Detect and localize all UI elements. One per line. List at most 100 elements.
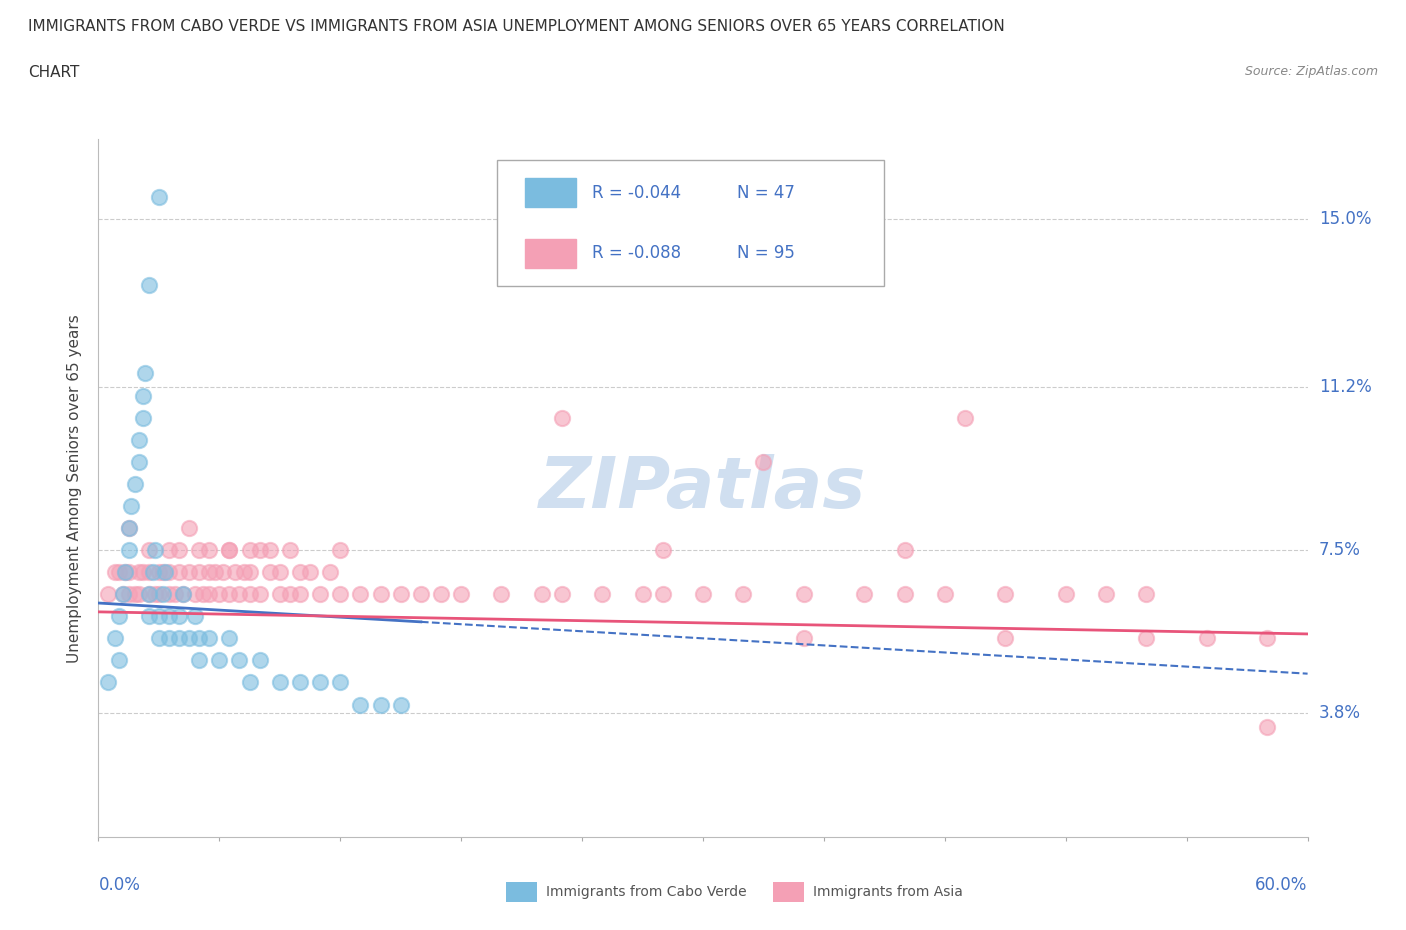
Point [138, 609, 160, 624]
Point [793, 631, 815, 645]
Point [278, 587, 301, 602]
Point [188, 542, 211, 557]
Point [218, 587, 240, 602]
Point [163, 587, 186, 602]
Point [177, 565, 201, 579]
Point [198, 565, 221, 579]
Point [184, 587, 207, 602]
Text: 3.8%: 3.8% [1319, 704, 1361, 723]
Point [97, 675, 120, 690]
Point [193, 587, 215, 602]
Point [893, 587, 915, 602]
Point [167, 542, 190, 557]
Point [138, 587, 160, 602]
Point [114, 565, 136, 579]
Point [288, 565, 311, 579]
Point [651, 587, 673, 602]
Point [249, 587, 271, 602]
Point [138, 542, 160, 557]
Point [111, 587, 134, 602]
Point [128, 587, 150, 602]
Point [299, 565, 322, 579]
Point [269, 587, 291, 602]
Point [157, 565, 180, 579]
Text: 60.0%: 60.0% [1256, 876, 1308, 894]
Point [128, 565, 150, 579]
Point [143, 542, 166, 557]
Point [188, 565, 211, 579]
Point [288, 675, 311, 690]
Point [239, 565, 262, 579]
Point [232, 565, 254, 579]
Point [349, 698, 371, 712]
Point [124, 476, 146, 491]
Point [551, 587, 574, 602]
Point [651, 542, 673, 557]
Point [157, 587, 180, 602]
Text: N = 95: N = 95 [737, 245, 794, 262]
Point [132, 388, 155, 403]
Point [157, 631, 180, 645]
Point [1095, 587, 1118, 602]
Point [153, 565, 176, 579]
Point [1135, 587, 1157, 602]
Point [148, 587, 170, 602]
Point [591, 587, 613, 602]
Point [188, 631, 211, 645]
Point [198, 587, 221, 602]
Point [994, 587, 1017, 602]
FancyBboxPatch shape [526, 178, 576, 207]
Point [239, 587, 262, 602]
Point [124, 587, 146, 602]
Text: Immigrants from Cabo Verde: Immigrants from Cabo Verde [546, 884, 747, 899]
Point [551, 410, 574, 425]
Point [148, 609, 170, 624]
Point [249, 542, 271, 557]
Point [148, 631, 170, 645]
Point [239, 542, 262, 557]
Point [107, 609, 129, 624]
Point [138, 587, 160, 602]
Point [107, 565, 129, 579]
FancyBboxPatch shape [498, 161, 884, 286]
Point [793, 587, 815, 602]
Point [107, 653, 129, 668]
Point [152, 565, 174, 579]
Point [530, 587, 553, 602]
Point [120, 498, 142, 513]
Point [148, 190, 170, 205]
Point [370, 587, 392, 602]
Point [132, 410, 155, 425]
Point [198, 542, 221, 557]
Point [142, 565, 165, 579]
Point [184, 609, 207, 624]
Text: Source: ZipAtlas.com: Source: ZipAtlas.com [1244, 65, 1378, 78]
Text: ZIPatlas: ZIPatlas [540, 454, 866, 523]
Point [224, 565, 246, 579]
Point [172, 587, 194, 602]
Point [218, 542, 240, 557]
Point [143, 587, 166, 602]
Text: IMMIGRANTS FROM CABO VERDE VS IMMIGRANTS FROM ASIA UNEMPLOYMENT AMONG SENIORS OV: IMMIGRANTS FROM CABO VERDE VS IMMIGRANTS… [28, 19, 1005, 33]
Point [692, 587, 714, 602]
Point [128, 432, 150, 447]
Point [204, 565, 226, 579]
Point [118, 565, 141, 579]
Text: CHART: CHART [28, 65, 80, 80]
Point [450, 587, 472, 602]
Point [157, 542, 180, 557]
Point [329, 542, 352, 557]
Point [259, 542, 281, 557]
Point [1135, 631, 1157, 645]
Point [167, 631, 190, 645]
Point [118, 521, 141, 536]
Point [239, 675, 262, 690]
FancyBboxPatch shape [526, 238, 576, 268]
Point [370, 698, 392, 712]
Point [167, 565, 190, 579]
Point [218, 542, 240, 557]
Point [389, 587, 412, 602]
Point [188, 653, 211, 668]
Point [228, 587, 250, 602]
Text: 0.0%: 0.0% [98, 876, 141, 894]
